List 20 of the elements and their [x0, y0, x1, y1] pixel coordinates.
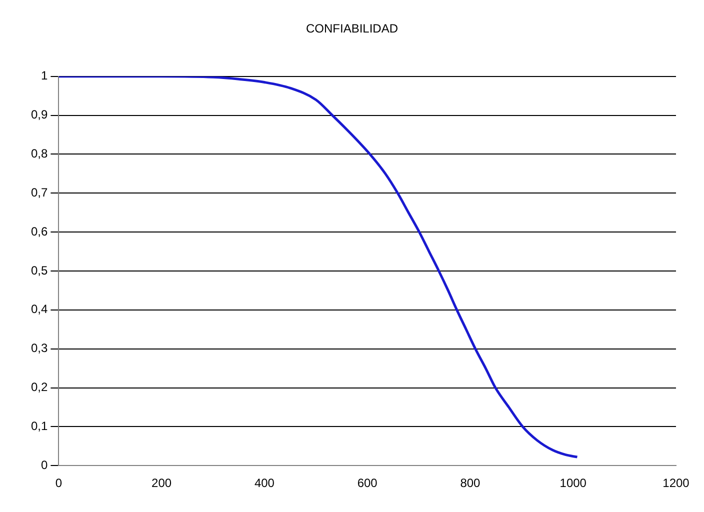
- y-tick-label: 1: [40, 68, 48, 83]
- x-tick-label: 1000: [560, 476, 587, 490]
- y-tick-label: 0,7: [30, 185, 48, 200]
- y-tick-label: 0,5: [30, 263, 48, 278]
- x-tick-label: 0: [55, 476, 62, 490]
- chart-title: CONFIABILIDAD: [306, 22, 398, 36]
- y-tick-label: 0,2: [30, 380, 48, 394]
- x-tick-label: 400: [254, 476, 275, 490]
- y-tick-label: 0: [40, 458, 48, 472]
- y-tick-label: 0,6: [30, 224, 48, 238]
- y-tick-label: 0,1: [30, 418, 48, 433]
- y-tick-label: 0,8: [30, 146, 48, 161]
- y-tick-label: 0,9: [30, 108, 48, 122]
- x-tick-label: 800: [460, 476, 481, 490]
- x-tick-label: 600: [357, 476, 378, 490]
- x-tick-label: 1200: [662, 476, 690, 490]
- x-tick-label: 200: [152, 476, 172, 490]
- line-series: [58, 76, 578, 458]
- y-tick-label: 0,4: [30, 302, 48, 316]
- y-tick-label: 0,3: [30, 341, 48, 356]
